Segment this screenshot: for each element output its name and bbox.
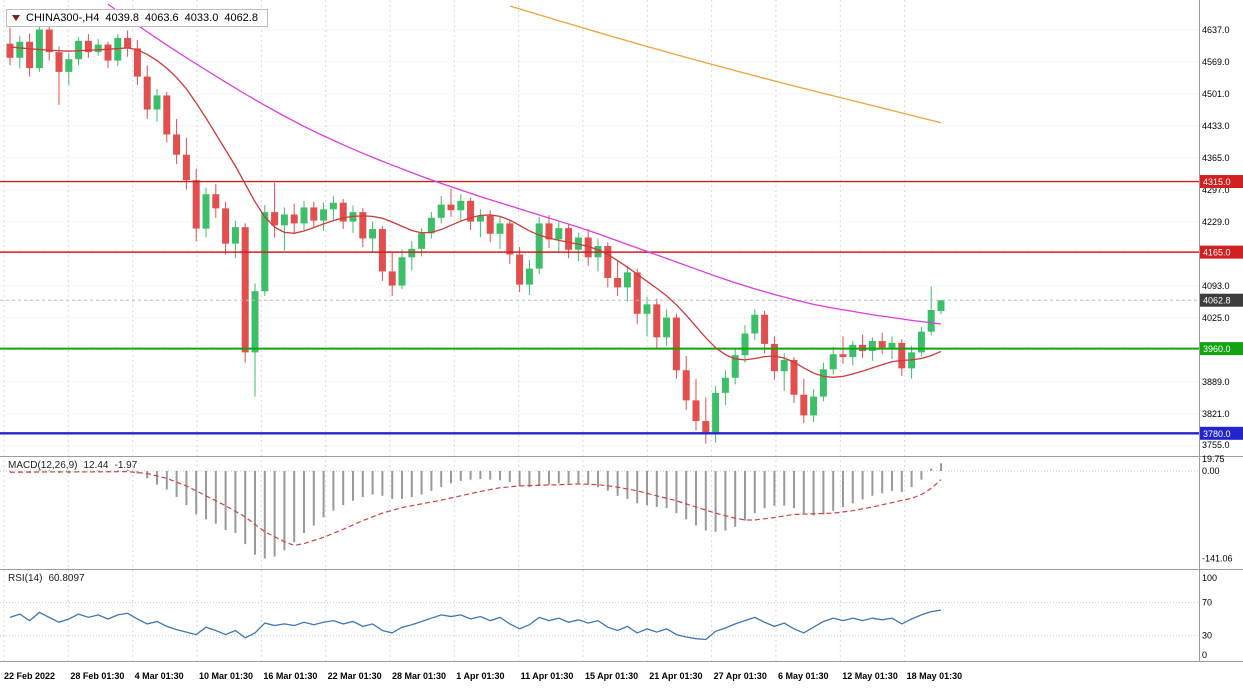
- rsi-line: [9, 609, 942, 641]
- svg-text:0.00: 0.00: [1202, 466, 1220, 476]
- svg-text:19.75: 19.75: [1202, 454, 1225, 464]
- macd-histogram: [9, 463, 942, 559]
- svg-text:4025.0: 4025.0: [1202, 313, 1230, 323]
- svg-text:3821.0: 3821.0: [1202, 409, 1230, 419]
- svg-text:4297.0: 4297.0: [1202, 185, 1230, 195]
- svg-text:6 May 01:30: 6 May 01:30: [778, 671, 829, 681]
- ma-fast-line[interactable]: [9, 46, 942, 378]
- svg-text:4165.0: 4165.0: [1203, 248, 1231, 258]
- svg-text:3755.0: 3755.0: [1202, 440, 1230, 450]
- svg-text:22 Mar 01:30: 22 Mar 01:30: [328, 671, 382, 681]
- svg-text:4433.0: 4433.0: [1202, 121, 1230, 131]
- svg-text:30: 30: [1202, 630, 1212, 640]
- svg-text:70: 70: [1202, 598, 1212, 608]
- macd-name: MACD(12,26,9): [8, 460, 78, 471]
- bar-low-value: 4033.0: [184, 12, 219, 24]
- time-axis[interactable]: 22 Feb 2022 28 Feb 01:30 4 Mar 01:30 10 Mar…: [4, 671, 962, 681]
- price-badge-3780.0: 3780.0: [1200, 426, 1243, 440]
- svg-text:28 Mar 01:30: 28 Mar 01:30: [392, 671, 446, 681]
- svg-text:4093.0: 4093.0: [1202, 281, 1230, 291]
- svg-text:3780.0: 3780.0: [1203, 429, 1231, 439]
- macd-indicator-label: MACD(12,26,9) 12.44 -1.97: [8, 460, 137, 471]
- svg-text:0: 0: [1202, 650, 1207, 660]
- rsi-indicator-label: RSI(14) 60.8097: [8, 573, 85, 584]
- svg-text:21 Apr 01:30: 21 Apr 01:30: [649, 671, 702, 681]
- price-badge-3960.0: 3960.0: [1200, 342, 1243, 356]
- chart-title-box: CHINA300-,H4 4039.8 4063.6 4033.0 4062.8: [6, 9, 268, 27]
- svg-text:22 Feb 2022: 22 Feb 2022: [4, 671, 55, 681]
- candlesticks[interactable]: [6, 24, 945, 444]
- macd-axis[interactable]: 19.75 0.00 -141.06: [1202, 454, 1233, 564]
- svg-text:28 Feb 01:30: 28 Feb 01:30: [70, 671, 124, 681]
- rsi-axis[interactable]: 100 70 30 0: [1202, 573, 1217, 660]
- price-axis[interactable]: 4637.0 4569.0 4501.0 4433.0 4365.0 4297.0 4229…: [1200, 25, 1243, 450]
- price-badge-4062.8: 4062.8: [1200, 293, 1243, 307]
- grid: [0, 0, 1199, 661]
- macd-main-value: 12.44: [83, 460, 109, 471]
- svg-text:15 Apr 01:30: 15 Apr 01:30: [585, 671, 638, 681]
- svg-text:18 May 01:30: 18 May 01:30: [907, 671, 963, 681]
- svg-text:4062.8: 4062.8: [1203, 296, 1231, 306]
- price-badge-4315.0: 4315.0: [1200, 175, 1243, 189]
- svg-text:100: 100: [1202, 573, 1217, 583]
- svg-text:4315.0: 4315.0: [1203, 177, 1231, 187]
- svg-text:4501.0: 4501.0: [1202, 89, 1230, 99]
- svg-text:27 Apr 01:30: 27 Apr 01:30: [714, 671, 767, 681]
- svg-text:16 Mar 01:30: 16 Mar 01:30: [263, 671, 317, 681]
- svg-text:10 Mar 01:30: 10 Mar 01:30: [199, 671, 253, 681]
- ma-long-line[interactable]: [509, 5, 942, 124]
- svg-text:3960.0: 3960.0: [1203, 344, 1231, 354]
- bar-open-value: 4039.8: [105, 12, 140, 24]
- macd-signal-value: -1.97: [114, 460, 138, 471]
- chart-symbol-period: CHINA300-,H4: [26, 12, 100, 24]
- svg-text:4 Mar 01:30: 4 Mar 01:30: [135, 671, 184, 681]
- svg-text:-141.06: -141.06: [1202, 553, 1233, 563]
- svg-text:4365.0: 4365.0: [1202, 153, 1230, 163]
- macd-signal-line: [9, 471, 942, 547]
- svg-text:12 May 01:30: 12 May 01:30: [842, 671, 898, 681]
- svg-text:4637.0: 4637.0: [1202, 25, 1230, 35]
- rsi-name: RSI(14): [8, 573, 43, 584]
- svg-text:3889.0: 3889.0: [1202, 377, 1230, 387]
- bar-close-value: 4062.8: [224, 12, 258, 24]
- rsi-value: 60.8097: [48, 573, 85, 584]
- svg-text:4569.0: 4569.0: [1202, 57, 1230, 67]
- svg-text:11 Apr 01:30: 11 Apr 01:30: [521, 671, 574, 681]
- bar-high-value: 4063.6: [145, 12, 179, 24]
- ma-slow-line[interactable]: [107, 3, 942, 325]
- one-click-trading-icon[interactable]: [12, 15, 20, 21]
- svg-text:1 Apr 01:30: 1 Apr 01:30: [456, 671, 504, 681]
- price-badge-4165.0: 4165.0: [1200, 245, 1243, 259]
- svg-text:4229.0: 4229.0: [1202, 217, 1230, 227]
